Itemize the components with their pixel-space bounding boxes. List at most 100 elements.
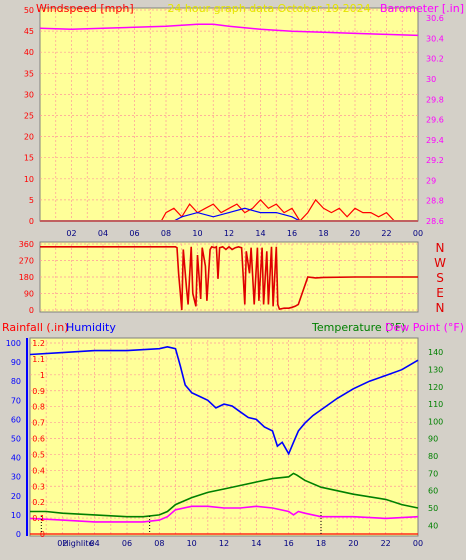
temperature-tick-label: 140	[428, 348, 443, 357]
temperature-tick-label: 130	[428, 365, 443, 374]
rain-tick-label: 0.4	[32, 466, 45, 475]
x-tick-label: 14	[255, 229, 265, 238]
rainfall-axis-label: Rainfall (.in)	[2, 321, 69, 334]
y-tick-label: 270	[19, 257, 34, 266]
humidity-tick-label: 90	[11, 358, 21, 367]
temperature-f-line	[30, 472, 419, 518]
humidity-tick-label: 20	[11, 492, 21, 501]
rain-tick-label: 0	[40, 530, 45, 539]
y-tick-label: 35	[24, 69, 34, 78]
temperature-axis-label: Temperature (°F)	[311, 321, 406, 334]
humidity-tick-label: 40	[11, 454, 21, 463]
wind-direction-line	[40, 245, 418, 311]
humidity-tick-label: 100	[6, 339, 21, 348]
x-tick-label: 00	[413, 229, 423, 238]
barometer-in-line	[39, 23, 419, 37]
left-tick-labels: 0 5 10 15 20 25 30 35 40 45 50	[24, 6, 34, 226]
x-tick-label: 14	[251, 539, 261, 548]
y2-tick-label: 29.2	[426, 156, 444, 165]
y-tick-label: 180	[19, 273, 34, 282]
y-tick-label: 50	[24, 6, 34, 15]
rain-tick-label: 0.6	[32, 435, 45, 444]
x-tick-label: 20	[348, 539, 358, 548]
compass-label: S	[436, 271, 444, 285]
temperature-tick-label: 40	[428, 521, 438, 530]
barometer-axis-label: Barometer [.in]	[380, 2, 464, 15]
y2-tick-label: 29	[426, 176, 436, 185]
temperature-tick-label: 80	[428, 452, 438, 461]
humidity-tick-label: 80	[11, 377, 21, 386]
y2-tick-label: 29.4	[426, 136, 444, 145]
y-tick-label: 0	[29, 306, 34, 315]
compass-label: N	[436, 301, 445, 315]
y2-tick-label: 30	[426, 75, 436, 84]
compass-label: E	[436, 286, 444, 300]
y2-tick-label: 29.6	[426, 116, 444, 125]
series-layer	[40, 245, 418, 311]
humidity-tick-label: 0	[16, 530, 21, 539]
temperature-tick-label: 90	[428, 435, 438, 444]
x-tick-label: 12	[219, 539, 229, 548]
gust-line	[40, 207, 418, 222]
y-tick-label: 10	[24, 175, 34, 184]
temperature-tick-label: 110	[428, 400, 443, 409]
vertical-dotted-marker-icon	[40, 512, 322, 534]
series-layer	[29, 345, 419, 535]
y-tick-label: 30	[24, 90, 34, 99]
humidity-tick-labels: 0 10 20 30 40 50 60 70 80 90 100	[6, 339, 21, 539]
x-tick-label: 02	[57, 539, 67, 548]
humidity-line	[29, 345, 419, 456]
y-tick-label: 45	[24, 27, 34, 36]
compass-label: N	[436, 241, 445, 255]
y-tick-label: 5	[29, 196, 34, 205]
y-tick-label: 20	[24, 133, 34, 142]
rain-tick-label: 0.3	[32, 482, 45, 491]
y2-tick-label: 28.6	[426, 217, 444, 226]
x-tick-label: 06	[129, 229, 139, 238]
left-tick-labels: 0 90 180 270 360	[19, 240, 34, 315]
x-tick-label: 10	[187, 539, 197, 548]
x-tick-label: 10	[192, 229, 202, 238]
x-tick-label: 04	[90, 539, 100, 548]
humidity-tick-label: 30	[11, 473, 21, 482]
y2-tick-label: 29.8	[426, 95, 444, 104]
y-tick-label: 360	[19, 240, 34, 249]
temperature-tick-label: 70	[428, 469, 438, 478]
humidity-tick-label: 50	[11, 435, 21, 444]
temperature-tick-label: 60	[428, 487, 438, 496]
compass-label: W	[434, 256, 446, 270]
humidity-temperature-panel: 0 0.1 0.2 0.3 0.4 0.5 0.6 0.7 0.8 0.9 1 1.1 1.2 0 10 2…	[2, 321, 464, 548]
rain-tick-label: 0.2	[32, 498, 45, 507]
temperature-tick-label: 100	[428, 417, 443, 426]
rain-tick-label: 0.9	[32, 387, 45, 396]
rain-tick-label: 0.7	[32, 419, 45, 428]
highlite-label: Highlite	[63, 539, 94, 548]
dew-point-f-line	[29, 505, 419, 523]
x-tick-label: 22	[381, 229, 391, 238]
x-tick-label: 16	[284, 539, 294, 548]
y-tick-label: 0	[29, 217, 34, 226]
x-tick-label: 18	[316, 539, 326, 548]
dewpoint-axis-label: Dew Point (°F)	[385, 321, 464, 334]
humidity-tick-label: 10	[11, 511, 21, 520]
temperature-tick-labels: 40 50 60 70 80 90 100 110 120 130 140	[428, 348, 443, 530]
y-tick-label: 25	[24, 112, 34, 121]
y-tick-label: 40	[24, 48, 34, 57]
x-tick-label: 20	[350, 229, 360, 238]
series-layer	[39, 23, 419, 222]
y-tick-label: 90	[24, 290, 34, 299]
x-tick-label: 00	[413, 539, 423, 548]
rain-tick-label: 0.1	[32, 514, 45, 523]
x-tick-label: 08	[161, 229, 171, 238]
x-tick-label: 22	[381, 539, 391, 548]
y2-tick-label: 30.4	[426, 34, 444, 43]
windspeed-mph-line	[40, 198, 418, 222]
y2-tick-label: 28.8	[426, 197, 444, 206]
y2-tick-label: 30.2	[426, 55, 444, 64]
